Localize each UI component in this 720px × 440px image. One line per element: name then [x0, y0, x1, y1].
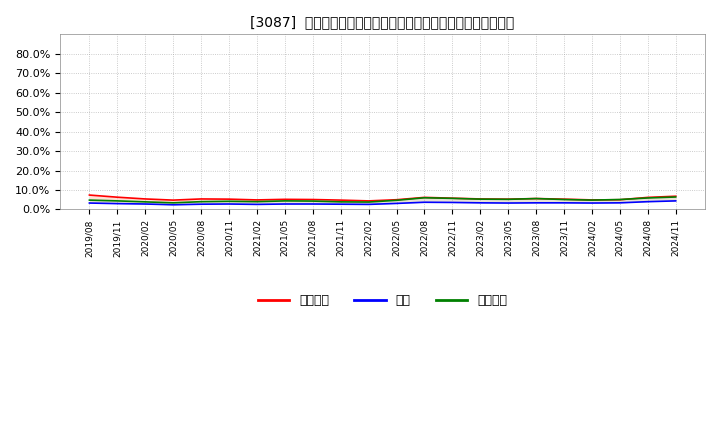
買入債務 — [392, 198, 401, 203]
買入債務 — [504, 197, 513, 202]
在庫 — [308, 202, 317, 207]
買入債務 — [113, 198, 122, 204]
在庫 — [336, 202, 345, 207]
在庫 — [420, 200, 428, 205]
在庫 — [559, 200, 568, 205]
買入債務 — [308, 198, 317, 204]
売上債権 — [588, 197, 596, 202]
在庫 — [169, 202, 178, 207]
買入債務 — [85, 198, 94, 203]
在庫 — [588, 200, 596, 205]
売上債権 — [532, 196, 541, 201]
買入債務 — [559, 197, 568, 202]
売上債権 — [671, 194, 680, 199]
売上債権 — [476, 196, 485, 202]
在庫 — [476, 200, 485, 205]
買入債務 — [671, 194, 680, 200]
Title: [3087]  売上債権、在庫、買入債務の総資産に対する比率の推移: [3087] 売上債権、在庫、買入債務の総資産に対する比率の推移 — [251, 15, 515, 29]
買入債務 — [588, 198, 596, 203]
売上債権 — [253, 197, 261, 202]
売上債権 — [197, 196, 205, 202]
売上債権 — [420, 195, 428, 200]
売上債権 — [644, 195, 652, 200]
在庫 — [225, 202, 233, 207]
在庫 — [364, 202, 373, 207]
買入債務 — [281, 198, 289, 204]
買入債務 — [364, 199, 373, 205]
売上債権 — [448, 195, 456, 201]
売上債権 — [504, 197, 513, 202]
買入債務 — [616, 197, 624, 202]
買入債務 — [532, 196, 541, 201]
在庫 — [448, 200, 456, 205]
在庫 — [532, 200, 541, 205]
買入債務 — [420, 195, 428, 200]
Line: 売上債権: 売上債権 — [89, 195, 675, 201]
売上債権 — [225, 197, 233, 202]
在庫 — [504, 200, 513, 205]
売上債権 — [281, 197, 289, 202]
買入債務 — [644, 195, 652, 201]
売上債権 — [85, 192, 94, 198]
在庫 — [281, 202, 289, 207]
売上債権 — [364, 198, 373, 204]
売上債権 — [559, 197, 568, 202]
在庫 — [85, 200, 94, 205]
Line: 買入債務: 買入債務 — [89, 197, 675, 203]
在庫 — [616, 200, 624, 205]
売上債権 — [308, 197, 317, 202]
在庫 — [671, 198, 680, 204]
在庫 — [197, 202, 205, 207]
売上債権 — [169, 198, 178, 203]
売上債権 — [141, 196, 150, 202]
買入債務 — [476, 197, 485, 202]
売上債権 — [392, 197, 401, 202]
在庫 — [253, 202, 261, 207]
買入債務 — [448, 196, 456, 201]
買入債務 — [141, 199, 150, 205]
在庫 — [644, 199, 652, 204]
Legend: 売上債権, 在庫, 買入債務: 売上債権, 在庫, 買入債務 — [253, 289, 512, 312]
買入債務 — [225, 198, 233, 204]
買入債務 — [253, 199, 261, 204]
売上債権 — [336, 198, 345, 203]
在庫 — [141, 202, 150, 207]
在庫 — [113, 201, 122, 206]
買入債務 — [197, 199, 205, 204]
買入債務 — [336, 199, 345, 205]
買入債務 — [169, 200, 178, 205]
在庫 — [392, 201, 401, 206]
売上債権 — [113, 194, 122, 200]
売上債権 — [616, 197, 624, 202]
Line: 在庫: 在庫 — [89, 201, 675, 205]
